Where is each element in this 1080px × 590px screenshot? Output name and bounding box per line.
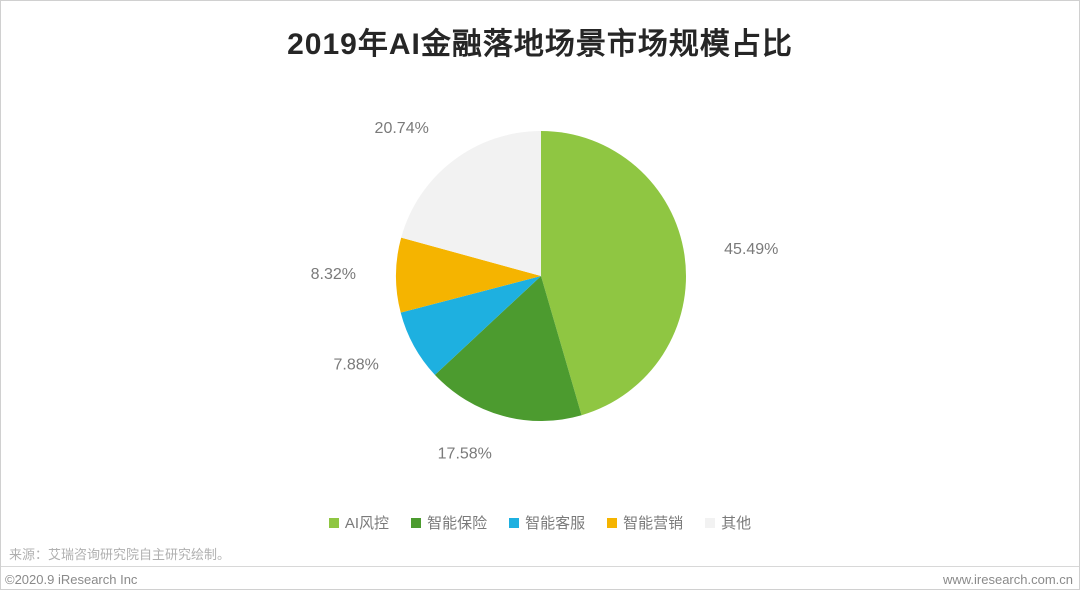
legend-swatch (607, 518, 617, 528)
legend-item: 智能营销 (607, 512, 683, 533)
legend-swatch (705, 518, 715, 528)
pie-chart: 45.49% 17.58% 7.88% 8.32% 20.74% (1, 71, 1080, 501)
chart-title: 2019年AI金融落地场景市场规模占比 (1, 19, 1079, 63)
legend: AI风控 智能保险 智能客服 智能营销 其他 (1, 512, 1079, 533)
chart-area: 45.49% 17.58% 7.88% 8.32% 20.74% (1, 71, 1079, 501)
legend-swatch (329, 518, 339, 528)
legend-label: 智能客服 (525, 512, 585, 533)
legend-item: AI风控 (329, 512, 389, 533)
legend-label: 智能营销 (623, 512, 683, 533)
legend-label: 其他 (721, 512, 751, 533)
footer-divider (1, 566, 1079, 567)
source-text: 来源：艾瑞咨询研究院自主研究绘制。 (9, 544, 230, 563)
slice-label: 45.49% (724, 241, 778, 258)
legend-swatch (411, 518, 421, 528)
chart-frame: 2019年AI金融落地场景市场规模占比 45.49% 17.58% 7.88% 8.3… (0, 0, 1080, 590)
legend-item: 智能客服 (509, 512, 585, 533)
legend-item: 其他 (705, 512, 751, 533)
legend-item: 智能保险 (411, 512, 487, 533)
slice-label: 20.74% (375, 120, 429, 137)
slice-label: 8.32% (311, 266, 356, 283)
slice-label: 7.88% (333, 356, 378, 373)
site-text: www.iresearch.com.cn (943, 572, 1073, 587)
copyright-text: ©2020.9 iResearch Inc (5, 572, 137, 587)
slice-label: 17.58% (438, 446, 492, 463)
legend-swatch (509, 518, 519, 528)
legend-label: AI风控 (345, 512, 389, 533)
legend-label: 智能保险 (427, 512, 487, 533)
